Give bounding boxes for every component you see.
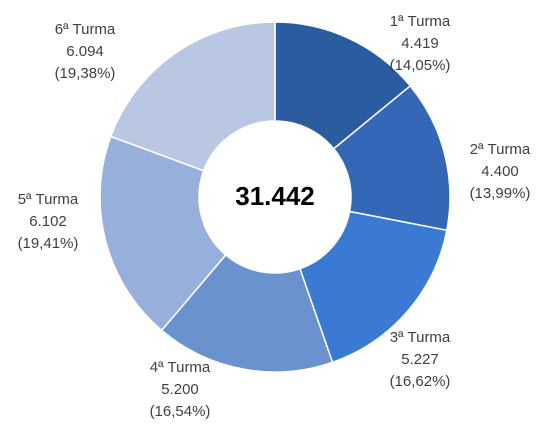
slice-label: 4ª Turma	[150, 359, 211, 376]
percent-label: (16,62%)	[390, 373, 451, 390]
percent-label: (13,99%)	[470, 185, 531, 202]
slice-label: 6ª Turma	[55, 21, 116, 38]
slice-label: 2ª Turma	[470, 141, 531, 158]
value-label: 5.227	[401, 351, 439, 368]
value-label: 6.094	[66, 43, 104, 60]
slice	[299, 210, 448, 364]
slice	[160, 253, 334, 373]
slice-label: 5ª Turma	[18, 191, 79, 208]
percent-label: (19,41%)	[18, 235, 79, 252]
percent-label: (19,38%)	[55, 65, 116, 82]
value-label: 4.419	[401, 35, 439, 52]
percent-label: (14,05%)	[390, 57, 451, 74]
value-label: 5.200	[161, 381, 199, 398]
total-label: 31.442	[235, 181, 315, 211]
slice-label: 3ª Turma	[390, 329, 451, 346]
slice	[99, 135, 227, 332]
value-label: 6.102	[29, 213, 67, 230]
slice	[274, 21, 412, 150]
percent-label: (16,54%)	[150, 403, 211, 420]
slice-label: 1ª Turma	[390, 13, 451, 30]
slice	[109, 21, 276, 172]
value-label: 4.400	[481, 163, 519, 180]
